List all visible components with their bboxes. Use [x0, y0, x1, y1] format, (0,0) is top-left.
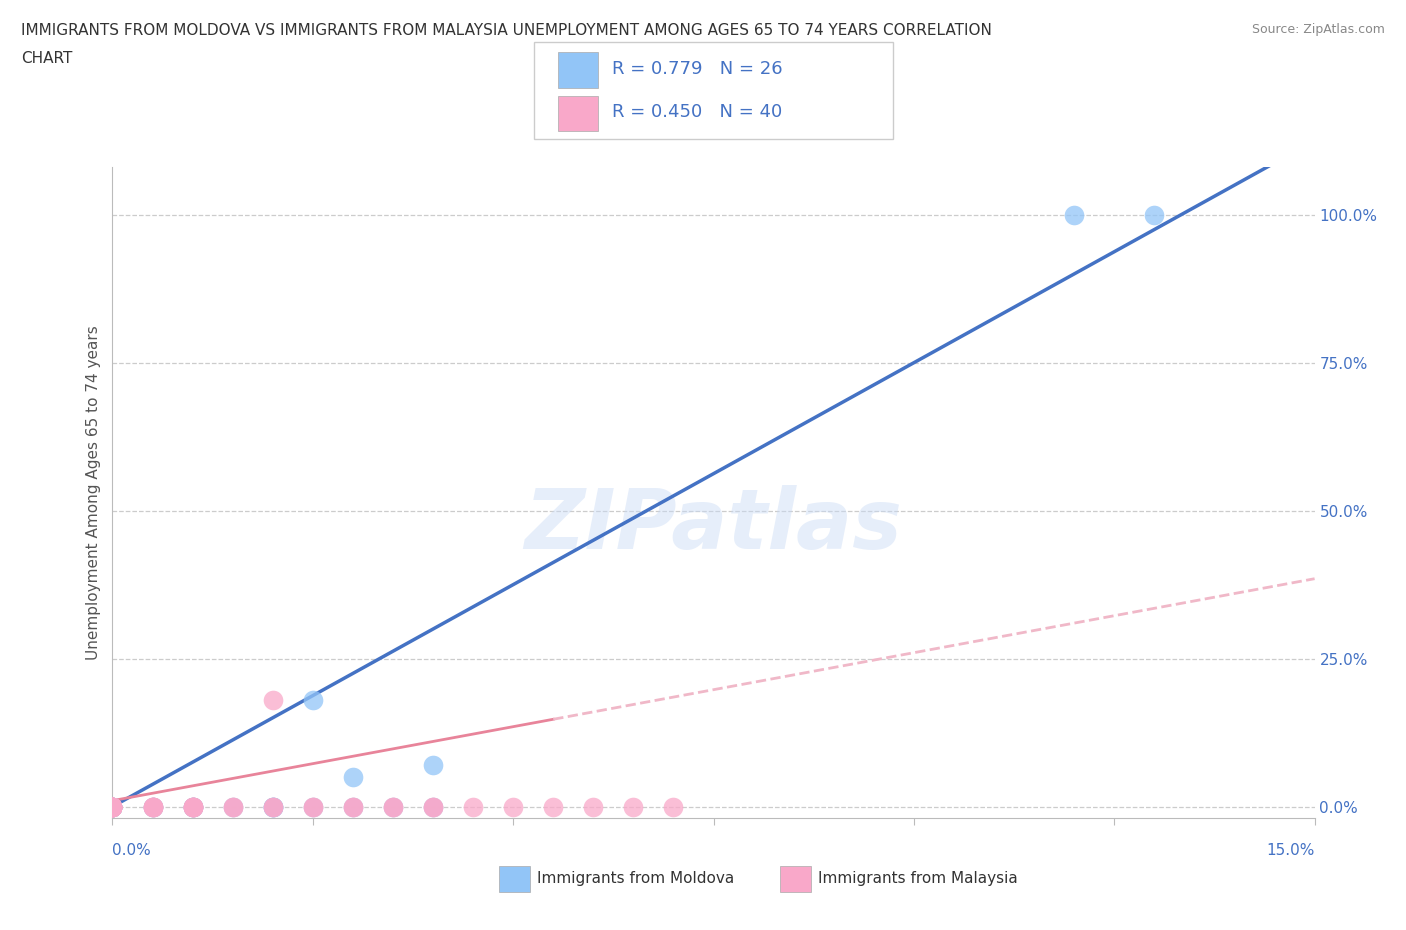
Text: CHART: CHART	[21, 51, 73, 66]
Point	[422, 799, 444, 814]
Point	[101, 799, 124, 814]
Point	[262, 693, 284, 708]
Point	[101, 799, 124, 814]
Point	[101, 799, 124, 814]
Point	[141, 799, 163, 814]
Point	[502, 799, 524, 814]
Point	[101, 799, 124, 814]
Point	[543, 799, 565, 814]
Point	[141, 799, 163, 814]
Point	[1063, 207, 1085, 222]
Point	[101, 799, 124, 814]
Point	[181, 799, 204, 814]
Point	[141, 799, 163, 814]
Point	[342, 799, 364, 814]
Point	[101, 799, 124, 814]
Point	[222, 799, 245, 814]
Point	[101, 799, 124, 814]
Point	[222, 799, 245, 814]
Point	[101, 799, 124, 814]
Point	[181, 799, 204, 814]
Text: ZIPatlas: ZIPatlas	[524, 485, 903, 566]
Point	[101, 799, 124, 814]
Point	[461, 799, 484, 814]
Point	[582, 799, 605, 814]
Text: Source: ZipAtlas.com: Source: ZipAtlas.com	[1251, 23, 1385, 36]
Point	[101, 799, 124, 814]
Point	[181, 799, 204, 814]
Point	[181, 799, 204, 814]
Point	[342, 799, 364, 814]
Point	[262, 799, 284, 814]
Point	[262, 799, 284, 814]
Point	[101, 799, 124, 814]
Point	[382, 799, 405, 814]
Point	[621, 799, 644, 814]
Point	[302, 799, 325, 814]
Point	[342, 799, 364, 814]
Text: 0.0%: 0.0%	[112, 844, 152, 858]
Point	[181, 799, 204, 814]
Point	[342, 769, 364, 784]
Point	[101, 799, 124, 814]
Point	[662, 799, 685, 814]
Point	[101, 799, 124, 814]
Text: Immigrants from Moldova: Immigrants from Moldova	[537, 871, 734, 886]
Point	[1143, 207, 1166, 222]
Text: R = 0.450   N = 40: R = 0.450 N = 40	[612, 103, 782, 122]
Point	[302, 693, 325, 708]
Point	[101, 799, 124, 814]
Point	[141, 799, 163, 814]
Y-axis label: Unemployment Among Ages 65 to 74 years: Unemployment Among Ages 65 to 74 years	[86, 326, 101, 660]
Point	[302, 799, 325, 814]
Point	[141, 799, 163, 814]
Point	[382, 799, 405, 814]
Text: IMMIGRANTS FROM MOLDOVA VS IMMIGRANTS FROM MALAYSIA UNEMPLOYMENT AMONG AGES 65 T: IMMIGRANTS FROM MOLDOVA VS IMMIGRANTS FR…	[21, 23, 993, 38]
Point	[422, 758, 444, 773]
Point	[262, 799, 284, 814]
Text: Immigrants from Malaysia: Immigrants from Malaysia	[818, 871, 1018, 886]
Point	[422, 799, 444, 814]
Point	[222, 799, 245, 814]
Point	[181, 799, 204, 814]
Point	[101, 799, 124, 814]
Point	[101, 799, 124, 814]
Point	[302, 799, 325, 814]
Point	[101, 799, 124, 814]
Point	[181, 799, 204, 814]
Point	[101, 799, 124, 814]
Point	[101, 799, 124, 814]
Text: R = 0.779   N = 26: R = 0.779 N = 26	[612, 60, 782, 78]
Point	[262, 799, 284, 814]
Point	[262, 799, 284, 814]
Point	[141, 799, 163, 814]
Point	[101, 799, 124, 814]
Text: 15.0%: 15.0%	[1267, 844, 1315, 858]
Point	[422, 799, 444, 814]
Point	[382, 799, 405, 814]
Point	[181, 799, 204, 814]
